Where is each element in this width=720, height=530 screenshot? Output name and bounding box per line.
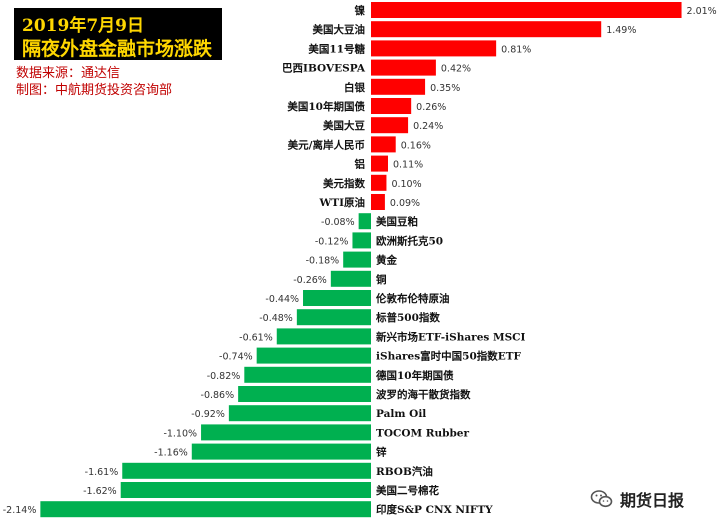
data-source-note: 数据来源：通达信 <box>16 66 121 81</box>
bar <box>371 136 396 153</box>
data-label: -0.48% <box>259 313 293 324</box>
bar <box>358 213 371 230</box>
category-label: 美国10年期国债 <box>287 100 365 113</box>
data-label: 0.16% <box>401 140 431 151</box>
category-label: 印度S&P CNX NIFTY <box>376 503 493 516</box>
data-label: -1.16% <box>154 448 188 459</box>
category-label: 美国大豆 <box>323 119 365 132</box>
data-label: -0.92% <box>191 409 225 420</box>
category-label: 巴西IBOVESPA <box>282 63 366 75</box>
category-label: 白银 <box>344 81 365 94</box>
bar <box>296 309 371 326</box>
bar <box>371 2 682 18</box>
bar <box>371 174 387 191</box>
category-label: RBOB汽油 <box>376 465 433 478</box>
category-label: 美国豆粕 <box>376 215 418 228</box>
chart-maker-note: 制图：中航期货投资咨询部 <box>16 83 173 98</box>
data-label: -0.86% <box>201 390 235 401</box>
data-label: 0.26% <box>416 102 446 113</box>
bar <box>352 232 371 249</box>
data-label: -1.10% <box>163 428 197 439</box>
category-label: 美国二号棉花 <box>376 484 439 497</box>
category-label: 铜 <box>376 273 387 286</box>
category-label: 标普500指数 <box>375 311 440 324</box>
category-label: 美元/离岸人民币 <box>288 138 365 151</box>
data-label: 1.49% <box>606 25 636 36</box>
data-label: 0.35% <box>430 83 460 94</box>
data-label: -0.44% <box>265 294 299 305</box>
bar <box>244 366 371 383</box>
category-label: WTI原油 <box>318 196 365 209</box>
data-label: -1.62% <box>83 486 117 497</box>
category-label: 美国11号糖 <box>308 42 365 55</box>
data-label: -1.61% <box>85 467 119 478</box>
data-label: -0.08% <box>321 217 355 228</box>
data-label: 0.11% <box>393 160 423 171</box>
bar <box>191 443 371 460</box>
bar <box>371 78 426 95</box>
bar <box>371 21 602 38</box>
data-label: -0.12% <box>315 236 349 247</box>
data-label: 0.81% <box>501 44 531 55</box>
bar <box>122 462 371 479</box>
bar <box>371 117 409 134</box>
category-label: TOCOM Rubber <box>376 427 469 439</box>
wechat-icon <box>590 490 613 508</box>
data-label: -0.18% <box>306 256 340 267</box>
bar <box>228 405 371 422</box>
data-label: -0.74% <box>219 352 253 363</box>
bar <box>120 482 372 498</box>
bar <box>256 347 371 364</box>
data-label: 0.09% <box>390 198 420 209</box>
data-label: 0.24% <box>413 121 443 132</box>
category-label: iShares富时中国50指数ETF <box>376 350 522 363</box>
title-box: 2019年7月9日 隔夜外盘金融市场涨跌 <box>14 8 222 60</box>
data-label: -0.26% <box>293 275 327 286</box>
bar <box>201 424 371 441</box>
data-label: -2.14% <box>3 505 37 516</box>
bar <box>371 98 412 114</box>
data-label: 0.42% <box>441 64 471 75</box>
watermark: 期货日报 <box>590 487 684 511</box>
category-label: 波罗的海干散货指数 <box>376 388 471 401</box>
category-label: 欧洲斯托克50 <box>376 234 443 247</box>
data-label: -0.82% <box>207 371 241 382</box>
category-label: 美元指数 <box>323 177 365 190</box>
chart-title: 隔夜外盘金融市场涨跌 <box>22 38 213 60</box>
category-label: 镍 <box>355 4 366 17</box>
data-label: -0.61% <box>239 332 273 343</box>
category-label: 锌 <box>376 446 387 459</box>
category-label: 新兴市场ETF-iShares MSCI <box>376 330 526 343</box>
category-label: Palm Oil <box>376 408 426 420</box>
bar <box>343 251 371 268</box>
bar <box>330 270 371 287</box>
data-label: 0.10% <box>391 179 421 190</box>
category-label: 德国10年期国债 <box>375 369 454 382</box>
category-label: 铝 <box>355 158 366 171</box>
bar <box>303 290 371 306</box>
watermark-text: 期货日报 <box>620 491 685 510</box>
bar <box>276 328 371 345</box>
bar <box>371 155 388 172</box>
bar <box>371 194 385 210</box>
data-label: 2.01% <box>687 6 717 17</box>
bar <box>238 386 371 402</box>
category-label: 黄金 <box>376 254 397 267</box>
category-label: 美国大豆油 <box>313 23 366 36</box>
category-label: 伦敦布伦特原油 <box>375 292 450 305</box>
bar <box>40 501 372 518</box>
bar <box>371 40 497 57</box>
bar <box>371 59 436 76</box>
chart-title-date: 2019年7月9日 <box>22 16 144 36</box>
